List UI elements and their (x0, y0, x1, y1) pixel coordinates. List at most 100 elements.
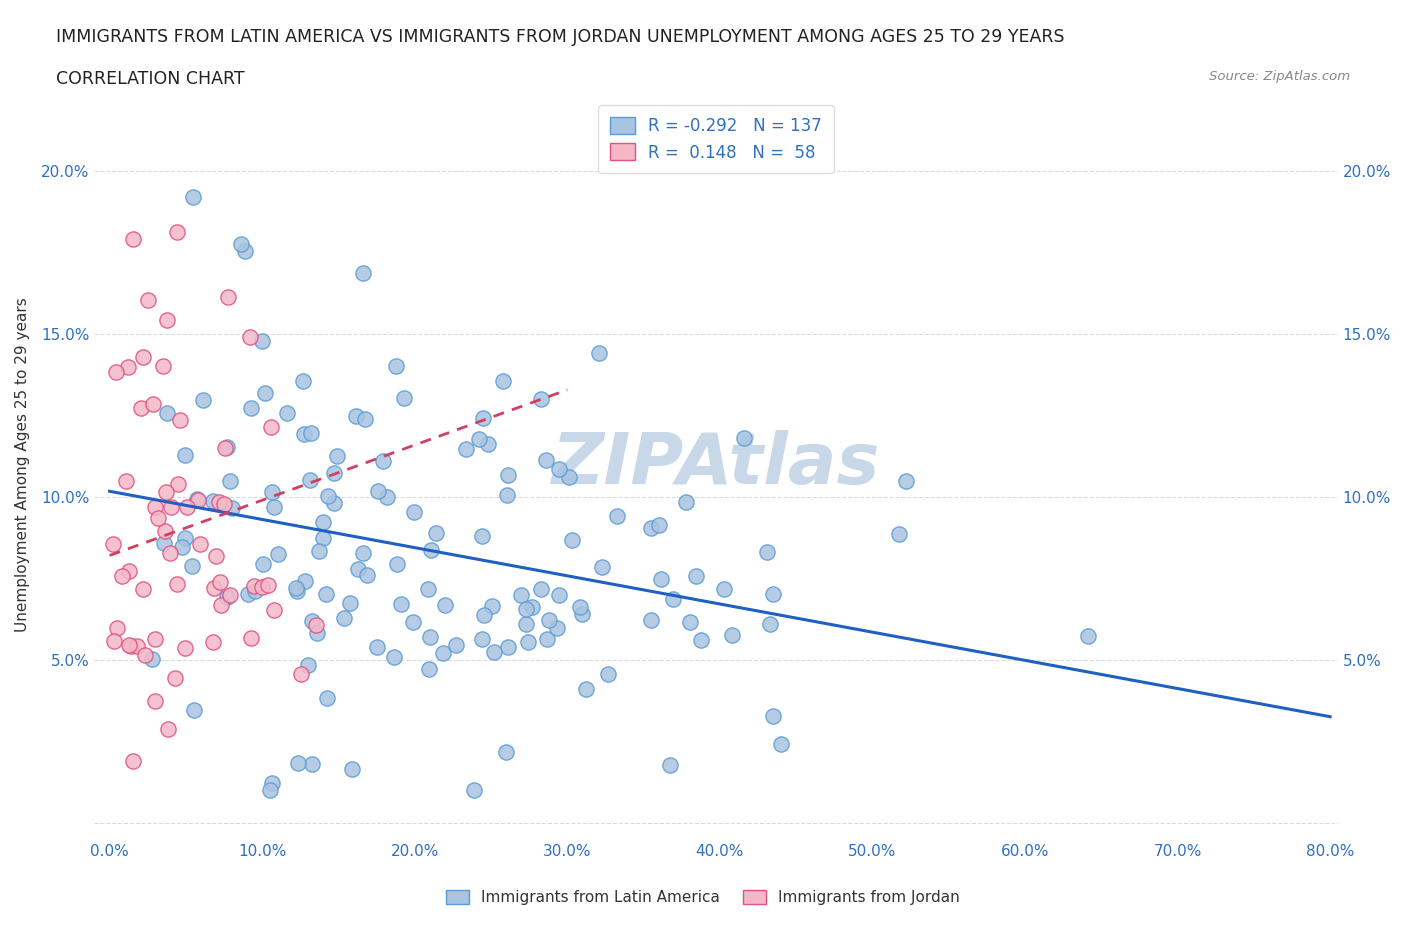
Immigrants from Jordan (132, 581, 155, 596)
Immigrants from Latin America (276, 405, 298, 420)
Immigrants from Latin America (575, 682, 598, 697)
Immigrants from Latin America (259, 783, 281, 798)
Immigrants from Jordan (146, 511, 169, 525)
Immigrants from Latin America (346, 562, 368, 577)
Legend: R = -0.292   N = 137, R =  0.148   N =  58: R = -0.292 N = 137, R = 0.148 N = 58 (599, 105, 834, 173)
Immigrants from Latin America (721, 627, 744, 642)
Immigrants from Latin America (326, 448, 349, 463)
Immigrants from Latin America (402, 505, 425, 520)
Immigrants from Latin America (496, 468, 519, 483)
Immigrants from Latin America (299, 425, 322, 440)
Immigrants from Latin America (392, 391, 415, 405)
Immigrants from Jordan (152, 358, 174, 373)
Immigrants from Latin America (152, 536, 174, 551)
Immigrants from Latin America (387, 557, 409, 572)
Immigrants from Jordan (176, 500, 198, 515)
Immigrants from Latin America (679, 615, 702, 630)
Immigrants from Jordan (159, 545, 181, 560)
Immigrants from Latin America (312, 530, 335, 545)
Immigrants from Latin America (733, 431, 755, 445)
Immigrants from Latin America (675, 494, 697, 509)
Immigrants from Jordan (111, 568, 134, 583)
Immigrants from Latin America (375, 490, 398, 505)
Immigrants from Latin America (546, 620, 568, 635)
Immigrants from Jordan (169, 413, 191, 428)
Immigrants from Latin America (371, 454, 394, 469)
Immigrants from Latin America (308, 544, 330, 559)
Immigrants from Latin America (181, 559, 204, 574)
Immigrants from Jordan (166, 224, 188, 239)
Immigrants from Jordan (105, 365, 128, 379)
Immigrants from Latin America (402, 615, 425, 630)
Immigrants from Jordan (290, 667, 312, 682)
Immigrants from Latin America (353, 412, 375, 427)
Immigrants from Latin America (496, 487, 519, 502)
Immigrants from Latin America (419, 630, 441, 644)
Immigrants from Latin America (252, 556, 274, 571)
Immigrants from Latin America (606, 509, 628, 524)
Immigrants from Jordan (165, 671, 187, 685)
Immigrants from Latin America (561, 532, 583, 547)
Immigrants from Jordan (143, 500, 166, 515)
Immigrants from Latin America (260, 485, 283, 500)
Immigrants from Latin America (661, 591, 683, 606)
Immigrants from Latin America (690, 632, 713, 647)
Immigrants from Latin America (520, 600, 543, 615)
Immigrants from Latin America (468, 432, 491, 446)
Immigrants from Latin America (481, 599, 503, 614)
Immigrants from Latin America (640, 613, 662, 628)
Immigrants from Latin America (215, 440, 238, 455)
Immigrants from Jordan (202, 580, 225, 595)
Immigrants from Latin America (340, 762, 363, 777)
Immigrants from Latin America (537, 612, 560, 627)
Immigrants from Latin America (238, 587, 260, 602)
Immigrants from Latin America (260, 776, 283, 790)
Immigrants from Jordan (105, 621, 128, 636)
Immigrants from Latin America (759, 617, 782, 631)
Immigrants from Latin America (172, 539, 194, 554)
Immigrants from Latin America (297, 658, 319, 672)
Immigrants from Jordan (166, 477, 188, 492)
Immigrants from Latin America (156, 405, 179, 420)
Text: IMMIGRANTS FROM LATIN AMERICA VS IMMIGRANTS FROM JORDAN UNEMPLOYMENT AMONG AGES : IMMIGRANTS FROM LATIN AMERICA VS IMMIGRA… (56, 28, 1064, 46)
Immigrants from Latin America (472, 607, 495, 622)
Immigrants from Latin America (887, 526, 910, 541)
Immigrants from Latin America (339, 596, 361, 611)
Immigrants from Jordan (260, 419, 283, 434)
Immigrants from Latin America (588, 345, 610, 360)
Immigrants from Latin America (640, 521, 662, 536)
Immigrants from Latin America (515, 602, 537, 617)
Immigrants from Latin America (510, 588, 533, 603)
Immigrants from Jordan (143, 631, 166, 646)
Immigrants from Latin America (530, 582, 553, 597)
Immigrants from Latin America (231, 236, 253, 251)
Immigrants from Latin America (186, 492, 208, 507)
Immigrants from Latin America (472, 411, 495, 426)
Immigrants from Jordan (208, 495, 231, 510)
Immigrants from Latin America (517, 634, 540, 649)
Immigrants from Latin America (1077, 629, 1099, 644)
Immigrants from Latin America (315, 586, 337, 601)
Immigrants from Latin America (496, 640, 519, 655)
Immigrants from Jordan (239, 631, 262, 646)
Immigrants from Latin America (316, 690, 339, 705)
Immigrants from Latin America (202, 494, 225, 509)
Immigrants from Jordan (121, 753, 143, 768)
Immigrants from Jordan (256, 578, 278, 592)
Immigrants from Jordan (263, 603, 285, 618)
Immigrants from Latin America (558, 470, 581, 485)
Immigrants from Latin America (292, 373, 315, 388)
Immigrants from Latin America (685, 568, 707, 583)
Immigrants from Latin America (591, 559, 613, 574)
Immigrants from Jordan (166, 577, 188, 591)
Immigrants from Jordan (187, 492, 209, 507)
Immigrants from Latin America (416, 581, 439, 596)
Immigrants from Latin America (382, 649, 405, 664)
Immigrants from Jordan (155, 524, 177, 538)
Immigrants from Latin America (571, 607, 593, 622)
Immigrants from Jordan (143, 694, 166, 709)
Immigrants from Latin America (648, 518, 671, 533)
Immigrants from Latin America (650, 571, 672, 586)
Immigrants from Jordan (219, 587, 242, 602)
Immigrants from Latin America (536, 453, 558, 468)
